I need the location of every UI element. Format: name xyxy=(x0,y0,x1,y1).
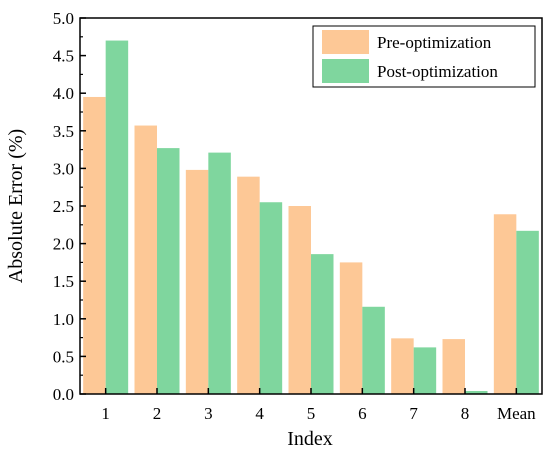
x-tick-label-4: 5 xyxy=(307,404,316,423)
bar-pre-1 xyxy=(134,125,157,394)
y-tick-label-8: 4.0 xyxy=(53,84,74,103)
y-tick-label-0: 0.0 xyxy=(53,385,74,404)
bar-pre-6 xyxy=(391,338,414,394)
y-tick-label-10: 5.0 xyxy=(53,9,74,28)
bar-post-8 xyxy=(516,230,539,394)
bar-pre-4 xyxy=(288,206,311,394)
bar-post-1 xyxy=(157,148,180,394)
bar-pre-2 xyxy=(185,169,209,394)
bar-pre-3 xyxy=(237,176,260,394)
x-tick-label-5: 6 xyxy=(358,404,367,423)
legend-swatch-1 xyxy=(322,59,369,83)
y-tick-label-3: 1.5 xyxy=(53,272,74,291)
bar-pre-5 xyxy=(339,262,363,394)
x-tick-label-8: Mean xyxy=(497,404,536,423)
y-tick-label-2: 1.0 xyxy=(53,310,74,329)
x-axis-title: Index xyxy=(287,428,333,450)
axes-layer: 0.0 0.5 1.0 1.5 2.0 2.5 3.0 3.5 4.0 4.5 5.0 1 2 3 4 5 6 7… xyxy=(53,9,543,423)
legend-label-0: Pre-optimization xyxy=(377,33,492,52)
bar-post-7 xyxy=(465,390,488,394)
bar-post-2 xyxy=(208,152,231,394)
y-tick-label-9: 4.5 xyxy=(53,47,74,66)
bar-pre-8 xyxy=(493,214,517,394)
legend: Pre-optimization Post-optimization xyxy=(312,25,536,88)
bar-post-0 xyxy=(105,40,129,395)
x-tick-label-7: 8 xyxy=(461,404,470,423)
bar-pre-7 xyxy=(442,339,465,394)
bar-pre-0 xyxy=(83,96,106,395)
legend-label-1: Post-optimization xyxy=(377,62,498,81)
y-tick-label-1: 0.5 xyxy=(53,347,74,366)
y-tick-label-7: 3.5 xyxy=(53,122,74,141)
y-tick-label-4: 2.0 xyxy=(53,235,74,254)
x-tick-label-3: 4 xyxy=(255,404,264,423)
y-tick-label-5: 2.5 xyxy=(53,197,74,216)
bar-post-6 xyxy=(413,347,437,394)
y-axis-title: Absolute Error (%) xyxy=(5,129,27,283)
bar-post-4 xyxy=(311,254,334,394)
y-tick-label-6: 3.0 xyxy=(53,159,74,178)
legend-swatch-0 xyxy=(322,30,369,54)
x-tick-label-6: 7 xyxy=(409,404,418,423)
x-tick-label-2: 3 xyxy=(204,404,213,423)
bar-post-5 xyxy=(362,306,385,394)
x-tick-label-1: 2 xyxy=(153,404,162,423)
bars-layer xyxy=(83,40,539,395)
x-tick-label-0: 1 xyxy=(101,404,110,423)
bar-post-3 xyxy=(259,202,283,394)
